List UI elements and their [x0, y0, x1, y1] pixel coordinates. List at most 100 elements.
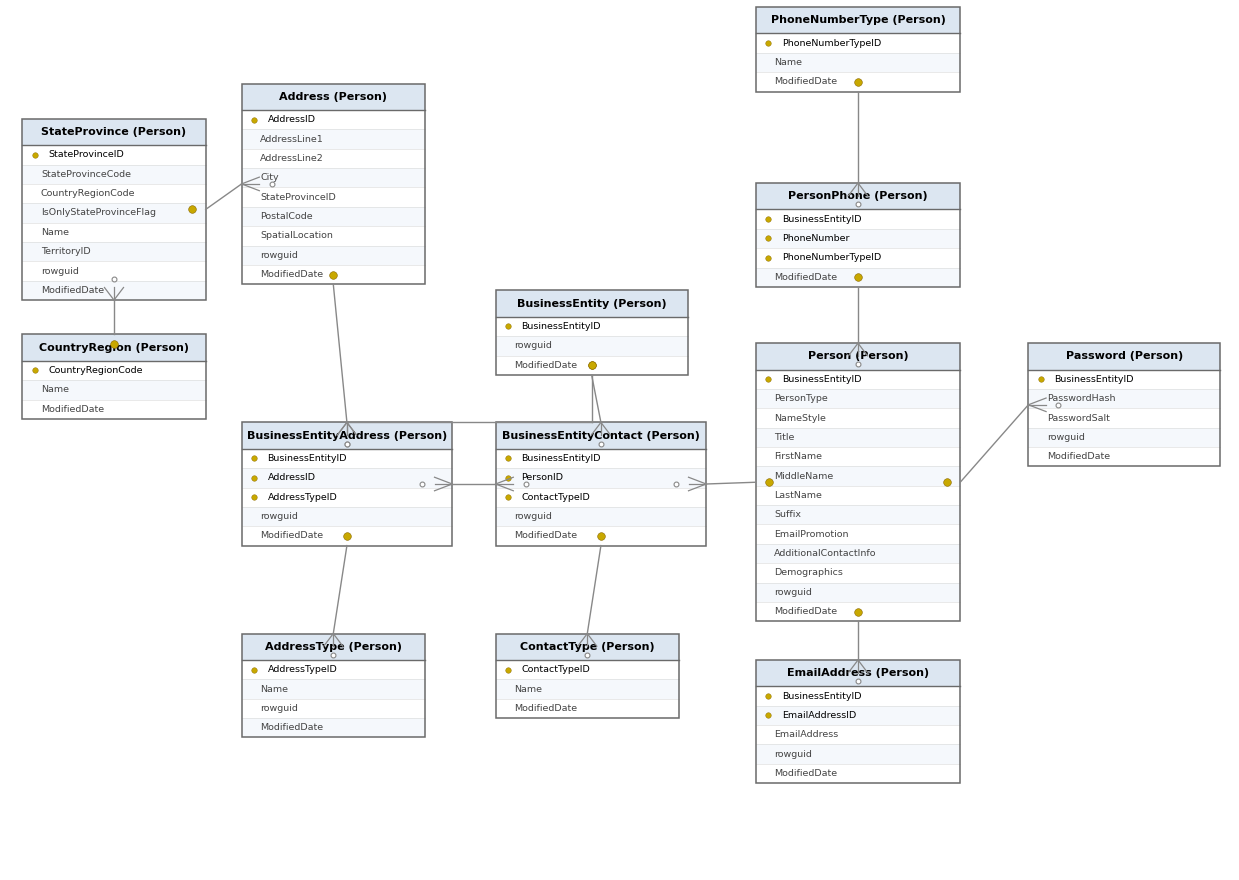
Bar: [22, 334, 206, 361]
Bar: [22, 119, 206, 300]
Text: BusinessEntityContact (Person): BusinessEntityContact (Person): [502, 430, 700, 441]
Bar: [496, 422, 706, 546]
Bar: [242, 449, 452, 468]
Text: AddressType (Person): AddressType (Person): [265, 642, 401, 652]
Text: Name: Name: [260, 685, 289, 693]
Bar: [756, 343, 960, 621]
Bar: [242, 468, 452, 488]
Bar: [756, 686, 960, 706]
Bar: [496, 356, 688, 375]
Text: Name: Name: [514, 685, 543, 693]
Bar: [1028, 428, 1220, 447]
Text: CountryRegionCode: CountryRegionCode: [41, 189, 135, 198]
Text: ModifiedDate: ModifiedDate: [774, 77, 838, 86]
Bar: [756, 343, 960, 370]
Text: CountryRegionCode: CountryRegionCode: [48, 366, 142, 375]
Bar: [242, 526, 452, 546]
Bar: [242, 110, 425, 129]
Bar: [756, 660, 960, 783]
Text: rowguid: rowguid: [1047, 433, 1085, 442]
Text: StateProvinceID: StateProvinceID: [48, 150, 124, 159]
Text: ModifiedDate: ModifiedDate: [774, 273, 838, 282]
Text: rowguid: rowguid: [514, 341, 553, 350]
Text: StateProvinceCode: StateProvinceCode: [41, 170, 131, 179]
Bar: [756, 53, 960, 72]
Bar: [756, 7, 960, 92]
Bar: [242, 84, 425, 284]
Bar: [242, 422, 452, 546]
Bar: [242, 129, 425, 149]
Text: AdditionalContactInfo: AdditionalContactInfo: [774, 549, 877, 558]
Text: BusinessEntityID: BusinessEntityID: [782, 215, 861, 224]
Text: AddressLine2: AddressLine2: [260, 154, 323, 163]
Bar: [242, 634, 425, 660]
Bar: [22, 184, 206, 203]
Text: Title: Title: [774, 433, 794, 442]
Bar: [496, 317, 688, 336]
Bar: [496, 290, 688, 317]
Bar: [756, 447, 960, 466]
Bar: [756, 408, 960, 428]
Text: ModifiedDate: ModifiedDate: [41, 405, 104, 414]
Text: rowguid: rowguid: [260, 512, 299, 521]
Bar: [496, 468, 706, 488]
Bar: [496, 634, 679, 718]
Bar: [496, 634, 679, 660]
Bar: [496, 488, 706, 507]
Bar: [242, 634, 425, 737]
Bar: [1028, 408, 1220, 428]
Text: PhoneNumber: PhoneNumber: [782, 234, 849, 243]
Text: BusinessEntityID: BusinessEntityID: [268, 454, 347, 463]
Bar: [496, 699, 679, 718]
Text: TerritoryID: TerritoryID: [41, 247, 90, 256]
Text: EmailAddressID: EmailAddressID: [782, 711, 856, 720]
Text: rowguid: rowguid: [260, 251, 299, 260]
Text: ContactType (Person): ContactType (Person): [520, 642, 654, 652]
Bar: [242, 84, 425, 110]
Bar: [1028, 447, 1220, 466]
Text: AddressTypeID: AddressTypeID: [268, 493, 337, 502]
Bar: [22, 203, 206, 223]
Bar: [22, 281, 206, 300]
Text: PhoneNumberTypeID: PhoneNumberTypeID: [782, 253, 881, 262]
Bar: [242, 149, 425, 168]
Text: BusinessEntityID: BusinessEntityID: [1054, 375, 1134, 384]
Bar: [22, 145, 206, 165]
Text: BusinessEntityID: BusinessEntityID: [522, 322, 601, 331]
Bar: [496, 634, 679, 718]
Text: Name: Name: [774, 58, 803, 67]
Text: rowguid: rowguid: [260, 704, 299, 713]
Bar: [496, 526, 706, 546]
Bar: [756, 209, 960, 229]
Text: BusinessEntityID: BusinessEntityID: [782, 375, 861, 384]
Text: ModifiedDate: ModifiedDate: [514, 532, 577, 540]
Bar: [756, 660, 960, 783]
Text: PhoneNumberTypeID: PhoneNumberTypeID: [782, 39, 881, 48]
Bar: [22, 242, 206, 261]
Text: BusinessEntityAddress (Person): BusinessEntityAddress (Person): [247, 430, 447, 441]
Bar: [242, 488, 452, 507]
Bar: [242, 660, 425, 679]
Bar: [496, 422, 706, 546]
Text: LastName: LastName: [774, 491, 823, 500]
Bar: [22, 334, 206, 419]
Text: Address (Person): Address (Person): [279, 92, 388, 102]
Text: PhoneNumberType (Person): PhoneNumberType (Person): [771, 15, 945, 26]
Bar: [242, 168, 425, 187]
Text: ContactTypeID: ContactTypeID: [522, 665, 590, 674]
Text: ModifiedDate: ModifiedDate: [1047, 452, 1110, 461]
Text: StateProvince (Person): StateProvince (Person): [41, 127, 187, 137]
Bar: [22, 361, 206, 380]
Bar: [756, 229, 960, 248]
Bar: [242, 634, 425, 737]
Bar: [756, 268, 960, 287]
Text: IsOnlyStateProvinceFlag: IsOnlyStateProvinceFlag: [41, 209, 156, 217]
Bar: [756, 183, 960, 287]
Bar: [756, 183, 960, 287]
Bar: [756, 744, 960, 764]
Bar: [756, 725, 960, 744]
Bar: [756, 248, 960, 268]
Bar: [242, 226, 425, 246]
Text: AddressLine1: AddressLine1: [260, 135, 323, 143]
Bar: [756, 33, 960, 53]
